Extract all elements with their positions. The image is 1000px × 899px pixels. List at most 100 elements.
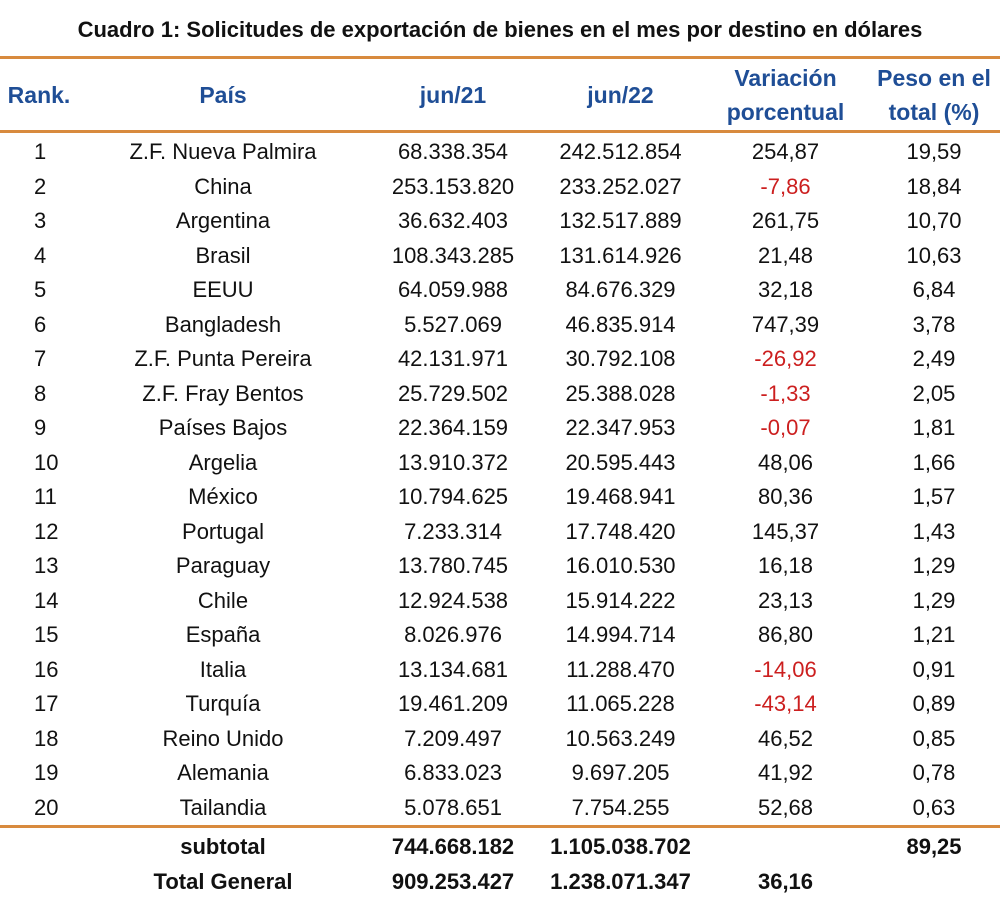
cell-peso: 0,91	[868, 657, 1000, 683]
cell-peso: 1,29	[868, 553, 1000, 579]
header-jun22: jun/22	[538, 78, 703, 112]
cell-peso: 1,43	[868, 519, 1000, 545]
cell-jun21: 68.338.354	[368, 139, 538, 165]
cell-var: 254,87	[703, 139, 868, 165]
cell-rank: 5	[0, 277, 78, 303]
cell-peso: 6,84	[868, 277, 1000, 303]
cell-jun21: 12.924.538	[368, 588, 538, 614]
cell-jun21: 7.209.497	[368, 726, 538, 752]
cell-pais: Z.F. Punta Pereira	[78, 346, 368, 372]
cell-var: -14,06	[703, 657, 868, 683]
cell-rank: 16	[0, 657, 78, 683]
cell-pais: Alemania	[78, 760, 368, 786]
cell-jun21: 64.059.988	[368, 277, 538, 303]
cell-rank: 11	[0, 484, 78, 510]
cell-jun22: 15.914.222	[538, 588, 703, 614]
cell-pais: Argentina	[78, 208, 368, 234]
total-var: 36,16	[703, 869, 868, 895]
cell-jun22: 11.288.470	[538, 657, 703, 683]
cell-var: 261,75	[703, 208, 868, 234]
cell-rank: 6	[0, 312, 78, 338]
header-peso-line1: Peso en el	[868, 61, 1000, 95]
cell-jun21: 108.343.285	[368, 243, 538, 269]
cell-var: -0,07	[703, 415, 868, 441]
cell-jun22: 22.347.953	[538, 415, 703, 441]
cell-jun22: 16.010.530	[538, 553, 703, 579]
cell-var: 48,06	[703, 450, 868, 476]
cell-rank: 12	[0, 519, 78, 545]
cell-jun22: 20.595.443	[538, 450, 703, 476]
cell-var: 46,52	[703, 726, 868, 752]
cell-peso: 1,57	[868, 484, 1000, 510]
cell-jun21: 7.233.314	[368, 519, 538, 545]
cell-peso: 0,78	[868, 760, 1000, 786]
cell-jun22: 19.468.941	[538, 484, 703, 510]
subtotal-jun22: 1.105.038.702	[538, 834, 703, 860]
cell-peso: 1,66	[868, 450, 1000, 476]
table-footer: subtotal 744.668.182 1.105.038.702 89,25…	[0, 828, 1000, 899]
cell-jun22: 25.388.028	[538, 381, 703, 407]
total-jun21: 909.253.427	[368, 869, 538, 895]
cell-var: 86,80	[703, 622, 868, 648]
cell-var: -43,14	[703, 691, 868, 717]
cell-jun22: 46.835.914	[538, 312, 703, 338]
subtotal-row: subtotal 744.668.182 1.105.038.702 89,25	[0, 830, 1000, 865]
cell-peso: 1,29	[868, 588, 1000, 614]
cell-jun21: 5.527.069	[368, 312, 538, 338]
subtotal-peso: 89,25	[868, 834, 1000, 860]
cell-pais: Bangladesh	[78, 312, 368, 338]
cell-jun22: 11.065.228	[538, 691, 703, 717]
cell-pais: Italia	[78, 657, 368, 683]
cell-jun22: 242.512.854	[538, 139, 703, 165]
cell-rank: 2	[0, 174, 78, 200]
cell-jun21: 8.026.976	[368, 622, 538, 648]
cell-jun21: 10.794.625	[368, 484, 538, 510]
cell-pais: Z.F. Nueva Palmira	[78, 139, 368, 165]
cell-jun21: 19.461.209	[368, 691, 538, 717]
cell-pais: Reino Unido	[78, 726, 368, 752]
cell-peso: 10,63	[868, 243, 1000, 269]
cell-pais: Argelia	[78, 450, 368, 476]
total-row: Total General 909.253.427 1.238.071.347 …	[0, 865, 1000, 899]
cell-peso: 0,63	[868, 795, 1000, 821]
cell-pais: México	[78, 484, 368, 510]
header-pais: País	[78, 78, 368, 112]
cell-pais: España	[78, 622, 368, 648]
header-peso-line2: total (%)	[868, 95, 1000, 129]
cell-rank: 8	[0, 381, 78, 407]
cell-jun22: 17.748.420	[538, 519, 703, 545]
cell-rank: 19	[0, 760, 78, 786]
cell-peso: 1,21	[868, 622, 1000, 648]
cell-pais: Paraguay	[78, 553, 368, 579]
cell-pais: Tailandia	[78, 795, 368, 821]
cell-peso: 10,70	[868, 208, 1000, 234]
subtotal-label: subtotal	[78, 834, 368, 860]
cell-var: -7,86	[703, 174, 868, 200]
cell-jun21: 36.632.403	[368, 208, 538, 234]
cell-peso: 18,84	[868, 174, 1000, 200]
cell-pais: Portugal	[78, 519, 368, 545]
cell-jun22: 30.792.108	[538, 346, 703, 372]
cell-rank: 9	[0, 415, 78, 441]
header-variacion: Variación porcentual	[703, 61, 868, 129]
cell-jun21: 42.131.971	[368, 346, 538, 372]
cell-rank: 17	[0, 691, 78, 717]
cell-jun22: 84.676.329	[538, 277, 703, 303]
cell-jun21: 25.729.502	[368, 381, 538, 407]
cell-var: -1,33	[703, 381, 868, 407]
